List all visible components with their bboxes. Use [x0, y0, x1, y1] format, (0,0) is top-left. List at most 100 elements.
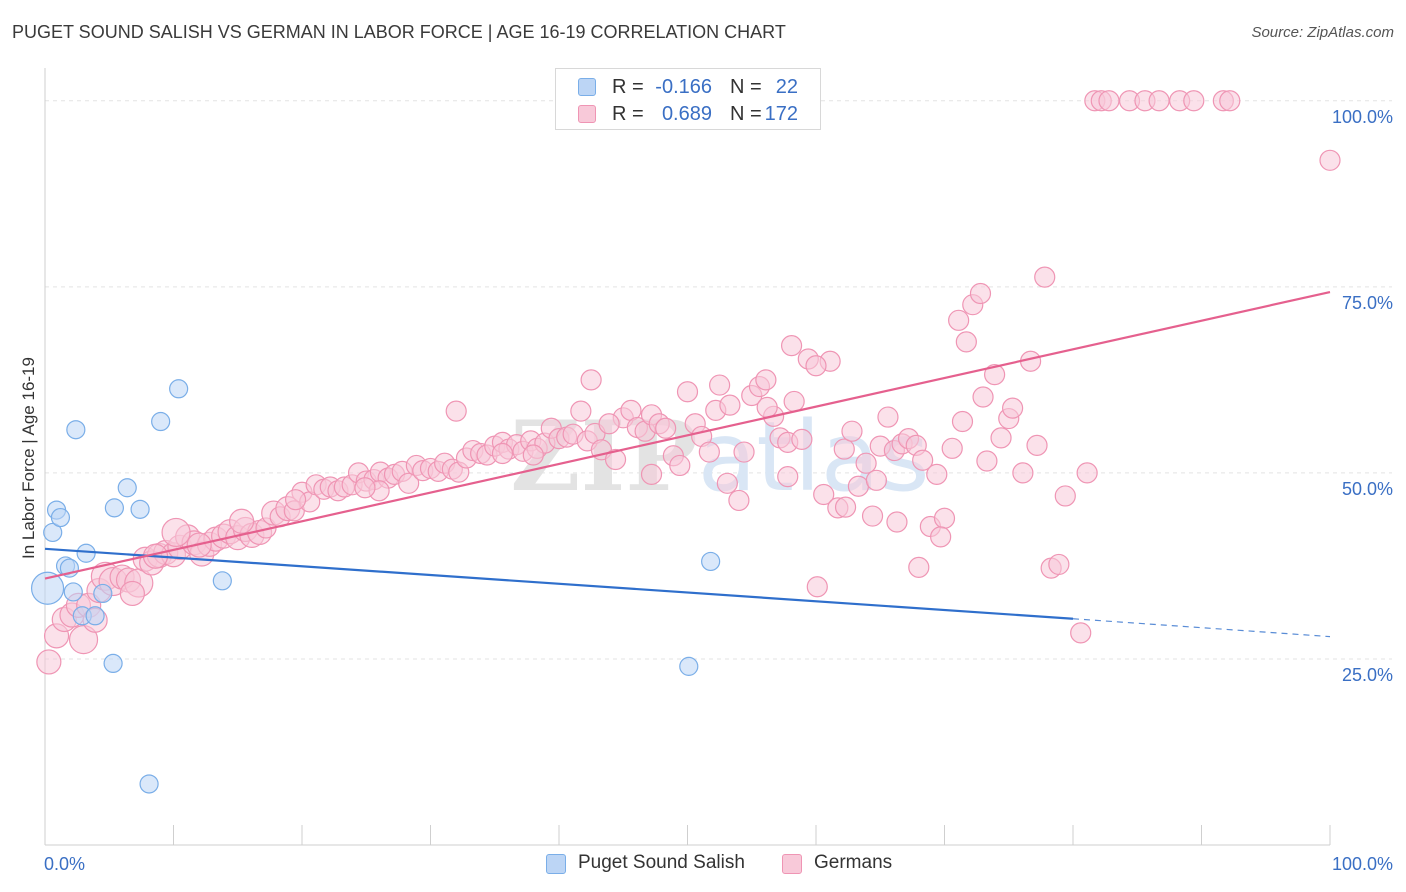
- legend-r-label: R =: [612, 103, 644, 125]
- germans-point: [976, 450, 998, 472]
- germans-point: [1070, 622, 1092, 644]
- legend-r-label: R =: [612, 76, 644, 98]
- chart-title: PUGET SOUND SALISH VS GERMAN IN LABOR FO…: [12, 22, 786, 42]
- germans-point: [930, 526, 952, 548]
- salish-point: [701, 551, 721, 572]
- legend-n-label: N =: [730, 76, 762, 98]
- germans-point: [669, 454, 691, 477]
- legend-n-label: N =: [730, 103, 762, 125]
- germans-point: [522, 444, 544, 466]
- gridlines: [45, 100, 1392, 660]
- germans-point: [806, 576, 828, 598]
- germans-point: [229, 508, 255, 534]
- germans-point: [676, 381, 699, 403]
- axes: [44, 68, 1331, 846]
- bottom-legend-swatch-salish: [546, 854, 566, 874]
- salish-point: [76, 543, 96, 563]
- germans-point: [1076, 462, 1098, 484]
- germans-point: [813, 483, 835, 506]
- y-tick-label: 75.0%: [1342, 293, 1393, 313]
- germans-point: [756, 396, 778, 418]
- salish-point: [30, 571, 65, 605]
- salish-point: [151, 411, 171, 432]
- germans-point: [912, 449, 934, 471]
- germans-point: [709, 374, 731, 396]
- germans-point: [598, 413, 620, 435]
- germans-point: [951, 410, 974, 433]
- salish-point: [85, 606, 105, 626]
- salish-point: [679, 656, 699, 676]
- legend-row-germans: R = 0.689 N = 172: [556, 100, 820, 128]
- salish-trend-extension: [1072, 618, 1331, 638]
- germans-point: [948, 309, 970, 331]
- salish-point: [43, 522, 63, 543]
- germans-point: [955, 331, 977, 353]
- germans-point: [933, 507, 956, 529]
- germans-point: [847, 475, 870, 497]
- germans-point: [1219, 90, 1241, 112]
- germans-point: [1026, 434, 1048, 456]
- germans-point: [783, 390, 805, 413]
- germans-point: [655, 417, 677, 439]
- salish-point: [63, 582, 83, 602]
- germans-point: [1148, 90, 1170, 112]
- x-tick-label: 100.0%: [1332, 854, 1393, 874]
- germans-point: [119, 580, 145, 607]
- germans-point: [1183, 90, 1205, 112]
- germans-point: [580, 369, 602, 391]
- germans-point: [1034, 266, 1056, 288]
- germans-point: [1098, 90, 1120, 112]
- germans-trend-line: [44, 290, 1331, 580]
- germans-point: [719, 394, 741, 416]
- germans-point: [791, 428, 813, 450]
- germans-point: [733, 441, 755, 463]
- germans-point: [1319, 149, 1341, 171]
- germans-point: [805, 355, 827, 377]
- germans-point: [604, 448, 627, 471]
- correlation-legend: R = -0.166 N = 22 R = 0.689 N = 172: [555, 68, 821, 130]
- bottom-legend-label-germans: Germans: [814, 852, 893, 873]
- germans-point: [698, 441, 720, 463]
- germans-point: [969, 282, 992, 305]
- germans-point: [833, 438, 855, 460]
- germans-point: [941, 437, 963, 459]
- germans-point: [780, 335, 803, 357]
- germans-point: [491, 442, 514, 465]
- germans-point: [926, 463, 948, 485]
- salish-point: [104, 498, 124, 518]
- salish-point: [212, 571, 232, 591]
- y-tick-label: 50.0%: [1342, 479, 1393, 499]
- germans-point: [354, 477, 376, 499]
- germans-point: [570, 400, 592, 422]
- germans-point: [841, 420, 863, 442]
- legend-swatch-germans: [578, 105, 596, 123]
- germans-point: [908, 556, 930, 579]
- legend-r-value: 0.689: [661, 103, 712, 125]
- salish-point: [50, 507, 71, 528]
- salish-point: [93, 583, 113, 604]
- germans-point: [972, 386, 994, 408]
- germans-point: [877, 406, 899, 428]
- germans-point: [755, 369, 777, 391]
- salish-trend-line: [44, 547, 1074, 620]
- trend-lines: [44, 290, 1331, 638]
- germans-point: [1012, 462, 1034, 484]
- y-tick-label: 25.0%: [1342, 665, 1393, 685]
- germans-point: [728, 489, 750, 512]
- germans-point: [984, 364, 1006, 386]
- salish-point: [130, 499, 150, 519]
- germans-point: [1048, 553, 1070, 576]
- bottom-legend-swatch-germans: [782, 854, 802, 874]
- y-axis-title: In Labor Force | Age 16-19: [19, 357, 38, 559]
- germans-point: [640, 463, 663, 485]
- germans-point: [68, 624, 99, 655]
- germans-point: [777, 466, 799, 488]
- legend-n-value: 22: [775, 76, 798, 98]
- y-tick-label: 100.0%: [1332, 107, 1393, 127]
- salish-point: [66, 420, 86, 440]
- germans-point: [36, 649, 62, 675]
- salish-point: [117, 478, 137, 498]
- germans-point: [855, 452, 877, 474]
- salish-point: [103, 653, 123, 674]
